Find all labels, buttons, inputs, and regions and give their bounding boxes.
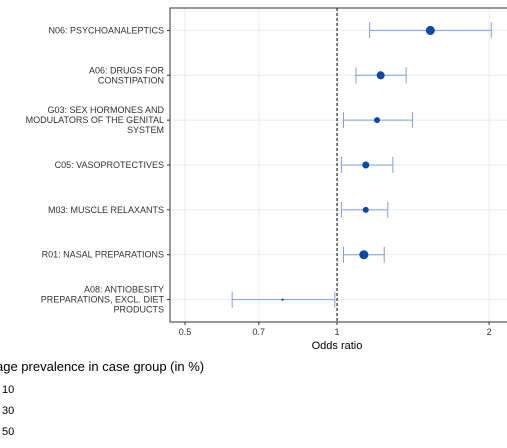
- x-tick-label: 0.7: [253, 327, 266, 337]
- legend-label: 30: [2, 405, 14, 417]
- point: [425, 25, 435, 35]
- legend-title: age prevalence in case group (in %): [0, 359, 204, 374]
- x-axis-title: Odds ratio: [312, 340, 363, 352]
- y-tick-label: M03: MUSCLE RELAXANTS: [48, 205, 164, 215]
- legend-label: 50: [2, 426, 14, 438]
- point: [281, 298, 284, 301]
- y-tick-label: A08: ANTIOBESITY PREPARATIONS, EXCL. DIET…: [41, 285, 165, 315]
- x-tick-label: 1: [335, 327, 340, 337]
- y-tick-label: C05: VASOPROTECTIVES: [55, 160, 164, 170]
- legend-label: 10: [2, 384, 14, 396]
- point: [362, 206, 369, 213]
- point: [362, 161, 370, 169]
- point: [359, 250, 369, 260]
- point: [374, 117, 381, 124]
- point: [376, 71, 385, 80]
- panel-border: [169, 7, 507, 323]
- x-tick-label: 0.5: [179, 327, 192, 337]
- y-tick-label: R01: NASAL PREPARATIONS: [42, 250, 164, 260]
- x-tick-label: 2: [487, 327, 492, 337]
- y-tick-label: G03: SEX HORMONES AND MODULATORS OF THE G…: [26, 105, 165, 135]
- y-tick-label: N06: PSYCHOANALEPTICS: [48, 25, 164, 35]
- y-tick-label: A06: DRUGS FOR CONSTIPATION: [89, 65, 165, 85]
